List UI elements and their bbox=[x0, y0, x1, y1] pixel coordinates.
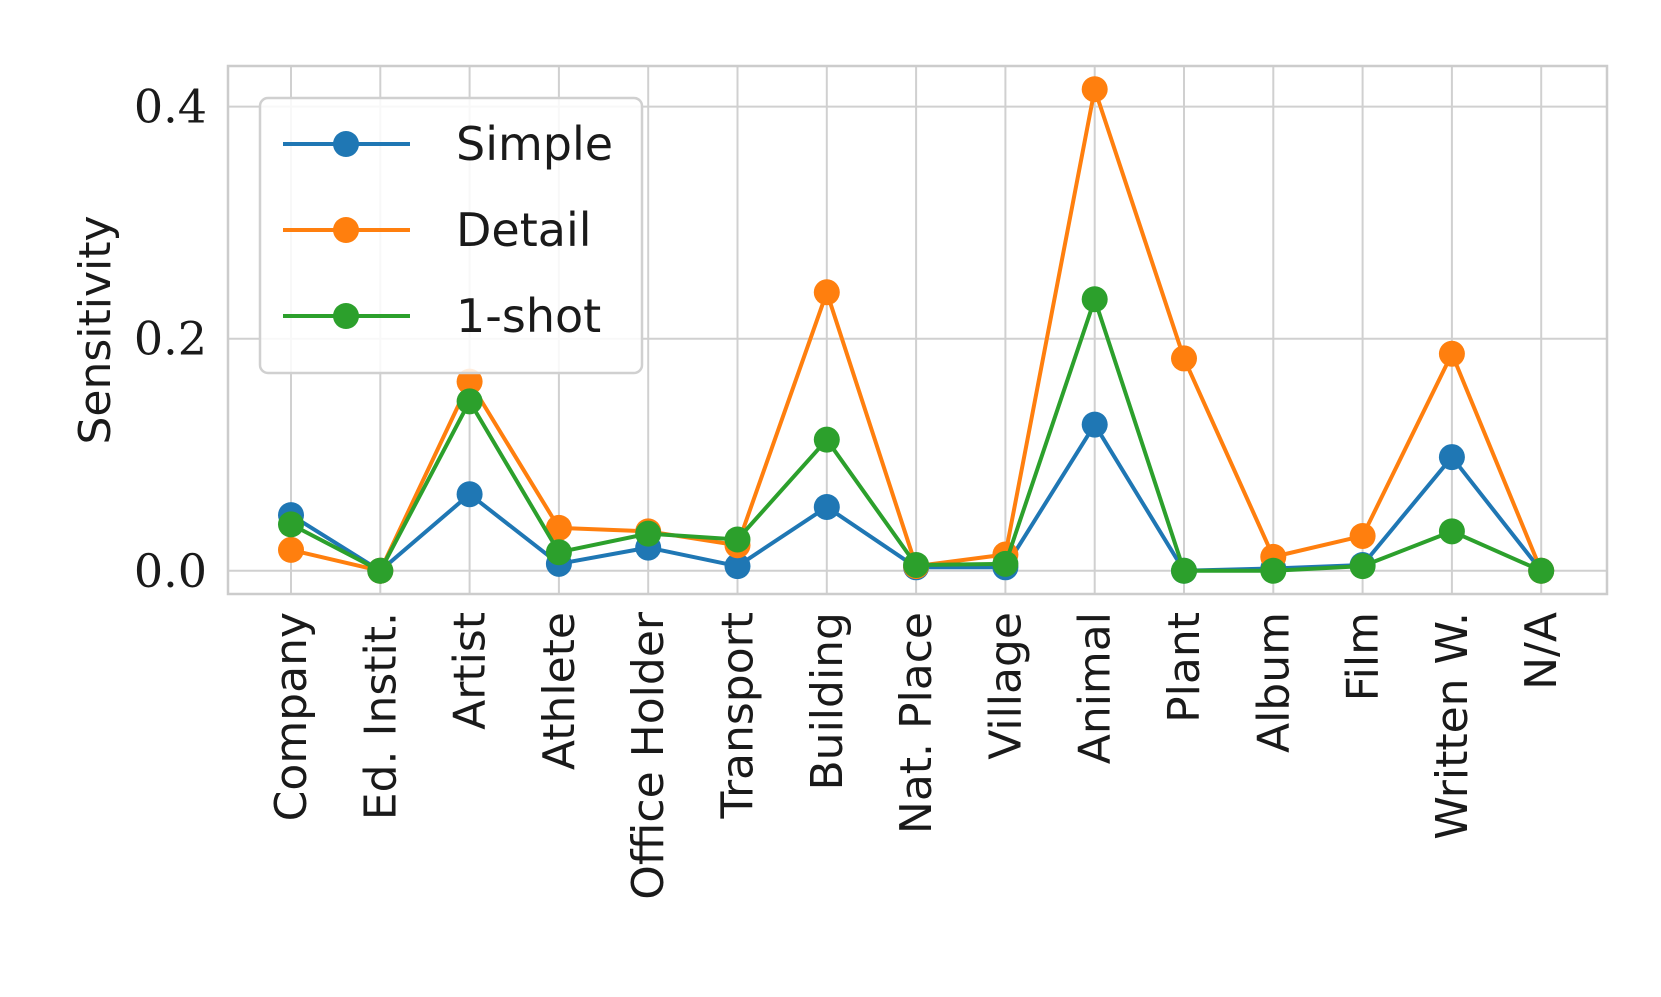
x-tick-label: Building bbox=[802, 612, 853, 791]
x-tick-label: Animal bbox=[1070, 612, 1121, 764]
data-point bbox=[456, 481, 483, 508]
legend-label: 1-shot bbox=[456, 289, 601, 343]
x-tick-label: Written W. bbox=[1427, 612, 1478, 840]
x-tick-label: Nat. Place bbox=[891, 612, 942, 834]
legend-item: 1-shot bbox=[283, 289, 601, 343]
x-tick-label: Album bbox=[1248, 612, 1299, 753]
data-point bbox=[724, 553, 751, 580]
legend-label: Simple bbox=[456, 117, 613, 171]
data-point bbox=[278, 536, 304, 563]
data-point bbox=[813, 279, 840, 306]
data-point bbox=[456, 388, 483, 415]
legend-label: Detail bbox=[456, 203, 592, 257]
x-tick-label: Artist bbox=[445, 612, 496, 730]
legend-item: Simple bbox=[283, 117, 613, 171]
data-point bbox=[724, 526, 751, 553]
legend-marker bbox=[333, 217, 359, 243]
series-1-shot bbox=[278, 286, 1555, 584]
data-point bbox=[1349, 553, 1376, 580]
data-point bbox=[992, 550, 1019, 577]
data-point bbox=[1349, 522, 1376, 549]
data-point bbox=[1260, 557, 1287, 584]
x-tick-label: Ed. Instit. bbox=[355, 612, 406, 820]
x-tick-label: Plant bbox=[1159, 612, 1210, 723]
data-point bbox=[545, 539, 572, 566]
data-point bbox=[1081, 411, 1108, 438]
y-axis-label: Sensitivity bbox=[70, 215, 121, 444]
data-point bbox=[1438, 340, 1465, 367]
data-point bbox=[278, 511, 304, 538]
data-point bbox=[1438, 444, 1465, 471]
x-tick-label: Transport bbox=[713, 612, 764, 819]
x-tick-label: Village bbox=[980, 612, 1031, 760]
x-tick-label: Office Holder bbox=[623, 611, 674, 900]
data-point bbox=[1081, 286, 1108, 313]
x-tick-label: Company bbox=[266, 612, 317, 821]
y-tick-label: 0.2 bbox=[134, 312, 207, 366]
data-point bbox=[367, 557, 394, 584]
y-axis-tick-labels: 0.0 0.2 0.4 bbox=[134, 80, 207, 598]
x-tick-label: Athlete bbox=[534, 612, 585, 770]
data-point bbox=[813, 493, 840, 520]
plot-frame bbox=[226, 64, 1609, 596]
legend-marker bbox=[333, 131, 359, 157]
legend-item: Detail bbox=[283, 203, 592, 257]
series-lines bbox=[278, 76, 1555, 584]
data-point bbox=[635, 520, 662, 547]
x-tick-label: Film bbox=[1338, 612, 1389, 701]
data-point bbox=[545, 514, 572, 541]
data-point bbox=[903, 551, 930, 578]
legend-marker bbox=[333, 303, 359, 329]
legend-box bbox=[258, 96, 644, 375]
y-tick-label: 0.4 bbox=[134, 80, 207, 134]
y-tick-label: 0.0 bbox=[134, 544, 207, 598]
data-point bbox=[1171, 345, 1197, 372]
x-tick-label: N/A bbox=[1516, 612, 1567, 690]
data-point bbox=[1171, 557, 1197, 584]
data-point bbox=[813, 426, 840, 453]
data-point bbox=[1081, 76, 1108, 103]
data-point bbox=[1438, 518, 1465, 545]
grid-lines bbox=[228, 66, 1607, 594]
data-point bbox=[1528, 557, 1555, 584]
x-axis-tick-labels: Company Ed. Instit. Artist Athlete Office Ho… bbox=[266, 611, 1567, 900]
data-point bbox=[456, 368, 483, 395]
legend: Simple Detail 1-shot bbox=[258, 96, 644, 375]
